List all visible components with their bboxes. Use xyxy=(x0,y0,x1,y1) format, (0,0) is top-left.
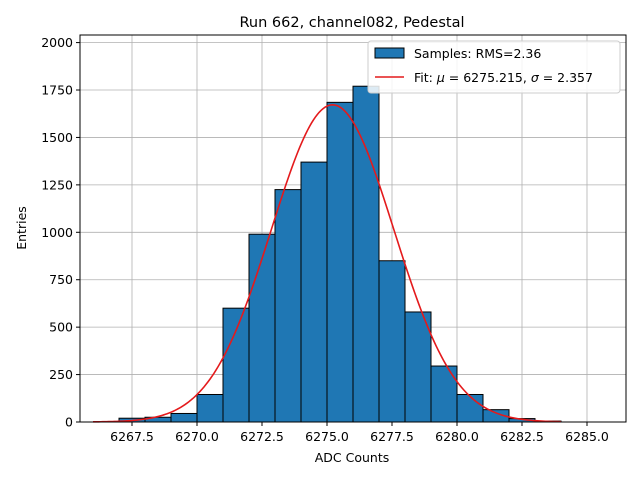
histogram-bar-2 xyxy=(170,412,198,423)
y-tick-label-6: 1500 xyxy=(41,130,73,145)
histogram-bar-10 xyxy=(378,260,406,423)
legend-samples-label: Samples: RMS=2.36 xyxy=(414,46,541,61)
y-tick-label-4: 1000 xyxy=(41,225,73,240)
x-tick-label-3: 6275.0 xyxy=(305,429,349,444)
legend-box xyxy=(367,40,621,94)
y-tick-label-8: 2000 xyxy=(41,35,73,50)
plot-frame xyxy=(79,34,627,423)
x-tick-label-4: 6277.5 xyxy=(370,429,414,444)
y-tick-label-0: 0 xyxy=(65,415,73,430)
fit-curve xyxy=(92,104,562,423)
histogram-bar-12 xyxy=(430,365,458,423)
histogram-bar-4 xyxy=(222,307,250,423)
histogram-bar-13 xyxy=(456,393,484,423)
x-tick-label-7: 6285.0 xyxy=(565,429,609,444)
x-tick-label-6: 6282.5 xyxy=(500,429,544,444)
legend-fit-prefix: Fit: xyxy=(414,70,437,85)
histogram-bar-8 xyxy=(326,101,354,423)
y-axis-ticks: 0 250 500 750 1000 1250 1500 1750 2000 xyxy=(41,35,80,430)
y-tick-label-5: 1250 xyxy=(41,177,73,192)
legend-mu-value: = 6275.215, xyxy=(445,70,531,85)
x-axis-label: ADC Counts xyxy=(315,450,390,465)
histogram-bars xyxy=(118,85,562,423)
legend-fit-label: Fit: μ = 6275.215, σ = 2.357 xyxy=(414,70,593,85)
y-axis-label: Entries xyxy=(14,206,29,250)
y-tick-label-3: 750 xyxy=(49,272,73,287)
histogram-bar-11 xyxy=(404,311,432,423)
legend-sigma-symbol: σ xyxy=(531,70,540,85)
x-tick-label-5: 6280.0 xyxy=(435,429,479,444)
legend-bar-swatch xyxy=(374,47,405,59)
histogram-bar-9 xyxy=(352,85,380,423)
histogram-bar-3 xyxy=(196,393,224,423)
x-tick-label-2: 6272.5 xyxy=(240,429,284,444)
chart-title: Run 662, channel082, Pedestal xyxy=(239,15,464,31)
histogram-bar-7 xyxy=(300,161,328,423)
x-axis-ticks: 6267.5 6270.0 6272.5 6275.0 6277.5 6280.0 6282… xyxy=(110,422,609,444)
histogram-bar-6 xyxy=(274,189,302,423)
x-tick-label-1: 6270.0 xyxy=(175,429,219,444)
y-tick-label-1: 250 xyxy=(49,367,73,382)
legend-sigma-value: = 2.357 xyxy=(539,70,593,85)
y-tick-label-2: 500 xyxy=(49,320,73,335)
x-tick-label-0: 6267.5 xyxy=(110,429,154,444)
legend-mu-symbol: μ xyxy=(436,70,445,85)
legend: Samples: RMS=2.36 Fit: μ = 6275.215, σ =… xyxy=(367,40,621,94)
y-tick-label-7: 1750 xyxy=(41,83,73,98)
histogram-bar-5 xyxy=(248,233,276,423)
